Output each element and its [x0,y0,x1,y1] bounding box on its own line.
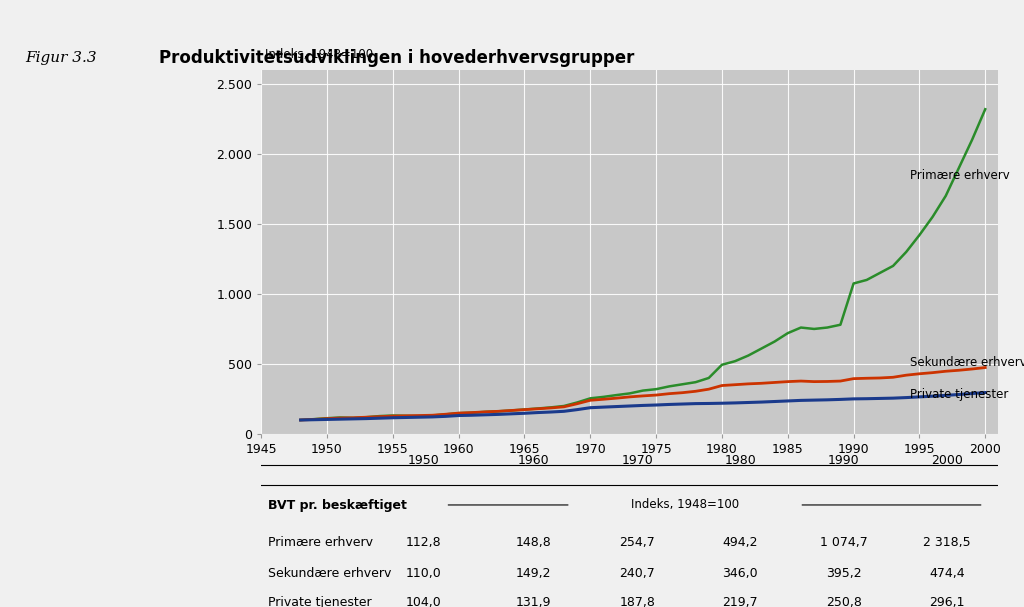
Text: 1 074,7: 1 074,7 [819,536,867,549]
Text: 494,2: 494,2 [723,536,758,549]
Text: Figur 3.3: Figur 3.3 [26,50,97,65]
Text: 240,7: 240,7 [620,567,655,580]
Text: 395,2: 395,2 [825,567,861,580]
Text: 1960: 1960 [518,454,550,467]
Text: BVT pr. beskæftiget: BVT pr. beskæftiget [268,499,408,512]
Text: 2000: 2000 [931,454,963,467]
Text: Indeks, 1948=100: Indeks, 1948=100 [265,48,373,61]
Text: 148,8: 148,8 [516,536,552,549]
Text: Private tjenester: Private tjenester [910,388,1009,401]
Text: 1990: 1990 [827,454,859,467]
Text: 2 318,5: 2 318,5 [923,536,971,549]
Text: 219,7: 219,7 [723,596,758,607]
Text: 1980: 1980 [724,454,757,467]
Text: 131,9: 131,9 [516,596,552,607]
Text: 187,8: 187,8 [620,596,655,607]
Text: 346,0: 346,0 [723,567,758,580]
Text: 112,8: 112,8 [406,536,441,549]
Text: Primære erhverv: Primære erhverv [268,536,374,549]
Text: 250,8: 250,8 [825,596,861,607]
Text: 1950: 1950 [408,454,439,467]
Text: Produktivitetsudviklingen i hovederhvervsgrupper: Produktivitetsudviklingen i hovederhverv… [159,49,634,67]
Text: 149,2: 149,2 [516,567,552,580]
Text: Primære erhverv: Primære erhverv [910,169,1010,182]
Text: Indeks, 1948=100: Indeks, 1948=100 [631,498,739,512]
Text: 474,4: 474,4 [929,567,965,580]
Text: Sekundære erhverv: Sekundære erhverv [910,356,1024,369]
Text: 254,7: 254,7 [620,536,655,549]
Text: Sekundære erhverv: Sekundære erhverv [268,567,392,580]
Text: Private tjenester: Private tjenester [268,596,372,607]
Text: 1970: 1970 [622,454,653,467]
Text: 296,1: 296,1 [929,596,965,607]
Text: 110,0: 110,0 [406,567,441,580]
Text: 104,0: 104,0 [406,596,441,607]
